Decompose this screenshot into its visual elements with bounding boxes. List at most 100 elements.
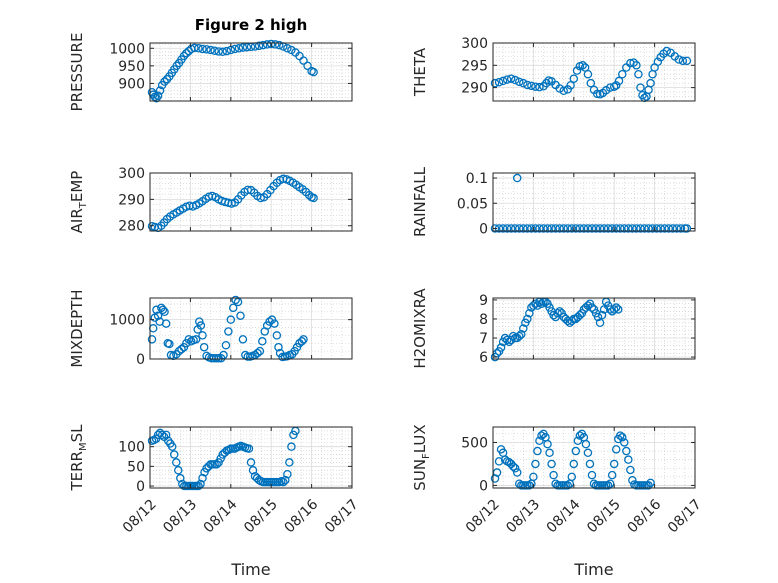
data-point <box>611 445 621 454</box>
data-point <box>616 431 625 440</box>
data-point <box>549 470 558 480</box>
data-point <box>597 310 607 320</box>
ylabel-8: SUNFLUX <box>411 424 432 490</box>
data-point <box>244 444 254 453</box>
data-point <box>279 477 288 487</box>
data-point <box>626 465 635 475</box>
data-point <box>531 224 540 233</box>
ytick-label: 0 <box>479 478 488 494</box>
data-point <box>519 324 528 333</box>
data-point <box>494 78 504 87</box>
data-point <box>212 460 221 469</box>
data-point <box>255 346 265 356</box>
data-point <box>653 57 663 66</box>
data-point <box>253 348 262 358</box>
data-point <box>490 78 500 88</box>
ytick-label: 300 <box>461 36 488 52</box>
data-point <box>182 48 191 58</box>
data-point <box>624 224 633 233</box>
data-point <box>531 82 540 91</box>
data-point <box>535 224 544 233</box>
data-point <box>158 305 168 315</box>
data-point <box>559 224 568 233</box>
data-point <box>563 316 572 326</box>
data-point <box>569 74 579 83</box>
data-point <box>611 81 621 90</box>
data-point <box>510 75 520 85</box>
data-point <box>587 224 597 233</box>
data-point <box>176 473 185 483</box>
data-point <box>283 469 292 479</box>
data-point <box>628 476 637 485</box>
data-point <box>504 337 514 347</box>
data-point <box>572 66 582 75</box>
data-point <box>609 459 619 469</box>
data-point <box>196 321 206 330</box>
data-point <box>498 76 508 86</box>
data-point <box>155 86 165 95</box>
data-point <box>583 224 593 233</box>
data-point <box>502 224 512 233</box>
data-point <box>668 224 678 233</box>
data-point <box>640 224 649 233</box>
data-point <box>575 224 585 233</box>
data-point <box>609 305 619 314</box>
data-point <box>248 466 258 475</box>
data-point <box>515 77 524 87</box>
data-point <box>275 40 284 50</box>
data-point <box>537 431 546 440</box>
ytick-label: 290 <box>461 81 488 97</box>
ytick-label: 7 <box>479 331 488 347</box>
data-point <box>525 308 534 318</box>
data-point <box>531 299 540 308</box>
ylabel-2: THETA <box>411 47 429 97</box>
data-point <box>636 224 645 233</box>
axes-box <box>149 42 353 102</box>
data-point <box>236 311 245 320</box>
data-point <box>587 470 597 480</box>
data-point <box>231 295 240 305</box>
data-point <box>575 310 585 320</box>
data-point <box>512 468 522 477</box>
data-point <box>618 69 627 79</box>
data-point <box>583 69 593 79</box>
data-point <box>226 315 236 324</box>
axes-box <box>492 172 696 232</box>
data-point <box>506 74 516 83</box>
data-point <box>587 303 597 312</box>
data-point <box>221 340 231 350</box>
data-point <box>578 61 587 70</box>
data-point <box>628 224 637 233</box>
data-point <box>632 224 641 233</box>
data-point <box>622 446 631 456</box>
data-point <box>567 472 577 482</box>
data-point <box>620 224 629 233</box>
data-point <box>644 481 653 490</box>
data-point <box>160 307 169 317</box>
data-point <box>238 335 248 344</box>
data-point <box>566 81 575 90</box>
ytick-label: 8 <box>479 312 488 328</box>
data-point <box>258 40 268 50</box>
ytick-label: 280 <box>118 219 145 235</box>
data-point <box>265 317 274 326</box>
data-point <box>531 459 540 469</box>
data-point <box>174 466 183 475</box>
data-point <box>242 42 252 52</box>
ytick-label: 6 <box>479 350 488 366</box>
data-point <box>535 82 544 92</box>
xlabel-right: Time <box>573 560 613 579</box>
data-point <box>605 479 615 488</box>
data-point <box>198 331 207 340</box>
data-point <box>636 83 645 92</box>
data-point <box>611 303 621 312</box>
data-point <box>172 458 181 467</box>
data-point <box>519 78 528 88</box>
data-point <box>676 224 686 233</box>
data-point <box>498 224 508 233</box>
data-point <box>153 91 163 100</box>
data-point <box>543 224 552 233</box>
data-point <box>165 339 174 349</box>
data-point <box>185 201 194 210</box>
data-point <box>494 457 504 466</box>
